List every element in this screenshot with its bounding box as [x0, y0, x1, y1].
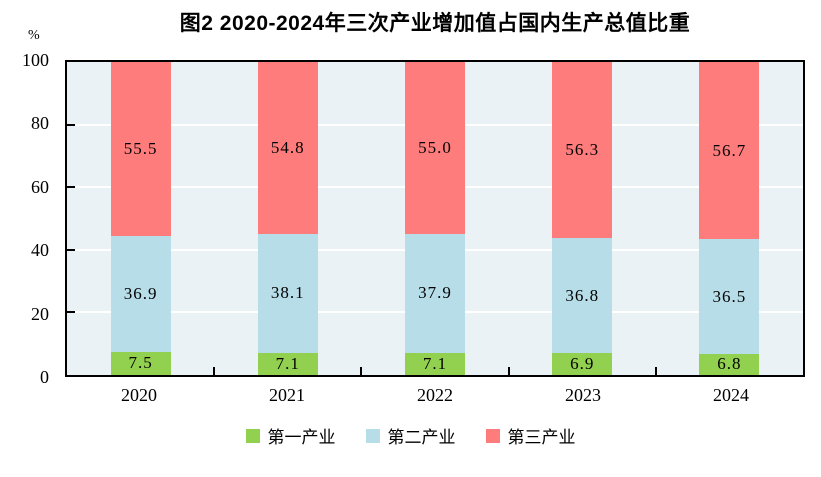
bar-group: 7.1 38.1 54.8 — [257, 62, 318, 375]
x-axis-tick — [360, 367, 363, 375]
bar-group: 6.8 36.5 56.7 — [699, 62, 760, 375]
x-tick-label: 2020 — [121, 385, 157, 405]
bar-value-label: 55.0 — [418, 138, 452, 158]
bar-value-label: 6.8 — [717, 354, 742, 374]
bar-value-label: 56.7 — [712, 140, 747, 160]
bar-value-label: 55.5 — [123, 139, 158, 159]
bar-value-label: 36.9 — [123, 283, 158, 303]
bar-value-label: 7.1 — [422, 353, 448, 373]
bar-value-label: 36.5 — [712, 286, 747, 306]
x-tick-label: 2022 — [417, 385, 453, 405]
plot-area: 7.5 36.9 55.5 7.1 38.1 54.8 7.1 37.9 55.0 6.9 36.8… — [65, 60, 805, 377]
bar-value-label: 54.8 — [270, 137, 305, 157]
y-axis-tick — [67, 311, 75, 314]
y-axis-labels: 0 20 40 60 80 100 — [0, 50, 55, 387]
y-axis-tick — [67, 186, 75, 189]
bar-value-label: 56.3 — [565, 140, 600, 160]
bar-segment: 36.8 — [552, 238, 613, 354]
legend-label: 第二产业 — [387, 428, 456, 447]
bar-segment: 7.1 — [405, 352, 465, 375]
x-tick-label: 2024 — [713, 385, 749, 405]
y-tick-label: 0 — [40, 367, 49, 387]
legend-item: 第三产业 — [485, 423, 576, 448]
legend-item: 第二产业 — [365, 423, 456, 448]
bar-value-label: 6.9 — [570, 354, 595, 374]
y-tick-label: 40 — [31, 240, 49, 261]
legend-swatch — [485, 428, 500, 443]
y-tick-label: 60 — [31, 176, 49, 197]
y-axis-tick — [67, 123, 75, 126]
x-axis-tick — [654, 367, 657, 375]
x-axis-labels: 2020 2021 2022 2023 2024 — [65, 385, 805, 407]
bar-segment: 54.8 — [257, 62, 318, 234]
bar-group: 7.1 37.9 55.0 — [405, 62, 465, 375]
bar-segment: 7.1 — [257, 352, 318, 375]
bar-segment: 36.9 — [110, 236, 171, 352]
bar-segment: 38.1 — [257, 233, 318, 353]
bar-value-label: 38.1 — [270, 283, 305, 303]
bar-group: 7.5 36.9 55.5 — [110, 62, 171, 375]
bar-segment: 7.5 — [110, 351, 171, 375]
y-axis-unit-label: % — [28, 28, 40, 43]
bar-value-label: 7.1 — [275, 353, 300, 373]
legend-label: 第三产业 — [507, 428, 576, 447]
legend-swatch — [245, 428, 260, 443]
bar-segment: 6.8 — [699, 353, 760, 375]
bar-segment: 56.7 — [699, 62, 760, 240]
bar-segment: 55.5 — [110, 62, 171, 237]
bar-segment: 36.5 — [699, 239, 760, 354]
bar-value-label: 37.9 — [418, 283, 452, 303]
bar-segment: 55.0 — [405, 62, 465, 235]
bar-group: 6.9 36.8 56.3 — [552, 62, 613, 375]
bar-segment: 56.3 — [552, 62, 613, 239]
legend-item: 第一产业 — [245, 423, 336, 448]
x-axis-tick — [213, 367, 216, 375]
chart-title: 图2 2020-2024年三次产业增加值占国内生产总值比重 — [179, 12, 691, 35]
bar-value-label: 7.5 — [128, 353, 153, 373]
legend-label: 第一产业 — [267, 428, 336, 447]
y-tick-label: 20 — [31, 303, 49, 324]
x-tick-label: 2021 — [269, 385, 305, 405]
bar-segment: 37.9 — [405, 234, 465, 353]
legend-swatch — [365, 428, 380, 443]
x-tick-label: 2023 — [565, 385, 601, 405]
y-tick-label: 80 — [31, 113, 49, 134]
legend: 第一产业 第二产业 第三产业 — [0, 423, 821, 448]
bar-value-label: 36.8 — [565, 285, 600, 305]
y-axis-tick — [67, 248, 75, 251]
x-axis-tick — [507, 367, 510, 375]
y-tick-label: 100 — [22, 50, 49, 70]
bar-segment: 6.9 — [552, 353, 613, 375]
